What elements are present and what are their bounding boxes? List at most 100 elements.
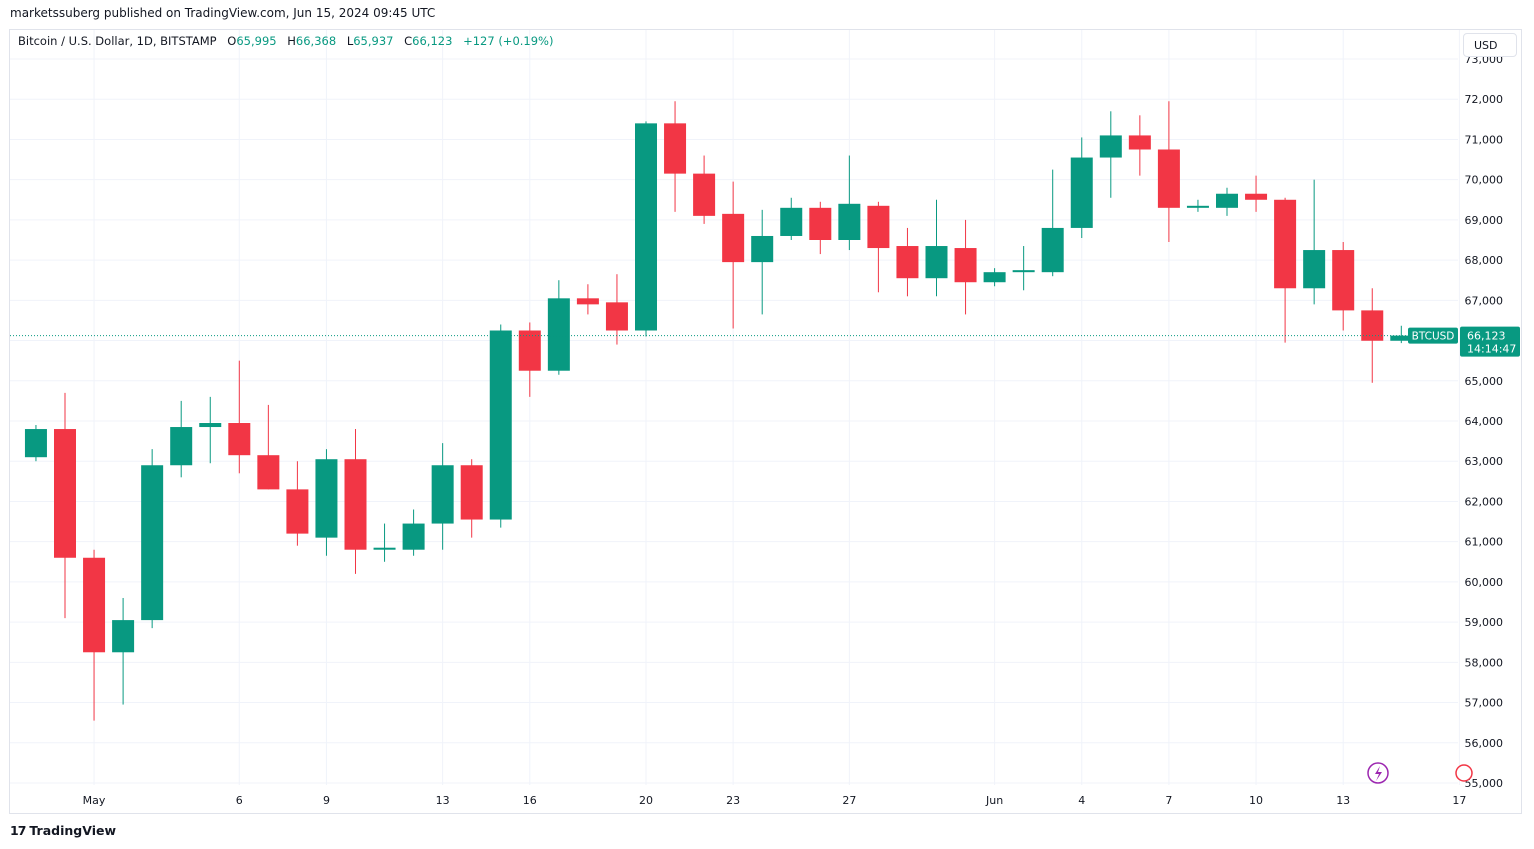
y-tick-label: 55,000 (1465, 777, 1504, 790)
candle-body (170, 427, 193, 466)
price-axis: 55,000 56,000 57,000 58,000 59,000 60,000 61,0… (1465, 53, 1504, 790)
x-tick-label: 9 (323, 794, 330, 807)
candle-body (547, 298, 570, 371)
candle[interactable] (1186, 199, 1209, 212)
candle-body (1390, 335, 1413, 341)
x-tick-label: 20 (639, 794, 653, 807)
candle[interactable] (547, 280, 570, 375)
candle-body (1274, 199, 1297, 289)
candle-body (1012, 270, 1035, 273)
y-tick-label: 59,000 (1465, 616, 1504, 629)
candle-body (402, 523, 425, 550)
x-tick-label: 6 (236, 794, 243, 807)
candle-body (112, 620, 135, 653)
candle-body (1361, 310, 1384, 341)
x-tick-label: 4 (1078, 794, 1085, 807)
candle[interactable] (809, 201, 832, 255)
candle[interactable] (635, 121, 657, 337)
candle[interactable] (576, 284, 599, 315)
x-tick-label: 23 (726, 794, 740, 807)
chart-frame (9, 29, 1522, 814)
candle-body (635, 123, 657, 331)
candle[interactable] (1216, 187, 1238, 216)
candle[interactable] (838, 155, 861, 251)
candle[interactable] (1303, 179, 1326, 305)
candle-body (1245, 193, 1268, 200)
candle-body (896, 246, 919, 279)
candle[interactable] (489, 324, 512, 528)
y-tick-label: 60,000 (1465, 576, 1504, 589)
symbol-tag-label: BTCUSD (1412, 331, 1455, 343)
candle[interactable] (1332, 242, 1355, 331)
x-tick-label: 13 (1336, 794, 1350, 807)
candle[interactable] (1390, 325, 1413, 344)
candle[interactable] (664, 101, 687, 212)
legend-open-label: O (227, 34, 237, 48)
candle[interactable] (1157, 101, 1180, 243)
candle[interactable] (286, 461, 309, 546)
price-tag-countdown: 14:14:47 (1467, 343, 1516, 356)
candle[interactable] (751, 209, 774, 315)
candle[interactable] (954, 219, 977, 315)
legend-change: +127 (+0.19%) (463, 34, 554, 48)
candle-body (693, 173, 716, 216)
candle[interactable] (199, 396, 222, 464)
candle-body (199, 423, 222, 428)
y-tick-label: 68,000 (1465, 254, 1504, 267)
candle[interactable] (228, 360, 251, 474)
candle-body (83, 557, 106, 653)
candle[interactable] (1099, 111, 1122, 198)
candle-body (1157, 149, 1180, 208)
candle[interactable] (896, 227, 919, 297)
x-tick-label: 13 (436, 794, 450, 807)
legend-high-value: 66,368 (295, 34, 337, 48)
tradingview-logo-icon: 17 (10, 823, 26, 838)
candle-body (1303, 250, 1326, 289)
candle[interactable] (24, 425, 47, 462)
candle[interactable] (605, 274, 628, 345)
legend-symbol[interactable]: Bitcoin / U.S. Dollar, 1D, BITSTAMP (18, 34, 217, 48)
candle[interactable] (1070, 137, 1093, 238)
candle-body (838, 203, 861, 240)
y-tick-label: 71,000 (1465, 133, 1504, 146)
candle[interactable] (1245, 175, 1268, 212)
candle[interactable] (315, 449, 338, 556)
candle[interactable] (1128, 115, 1151, 176)
candle[interactable] (722, 181, 745, 329)
candle[interactable] (925, 199, 948, 297)
candle[interactable] (112, 597, 135, 705)
candle[interactable] (983, 268, 1006, 287)
currency-button[interactable]: USD (1463, 33, 1517, 57)
candle-body (722, 213, 745, 263)
candle[interactable] (402, 509, 425, 556)
y-tick-label: 56,000 (1465, 737, 1504, 750)
tradingview-logo[interactable]: 17 TradingView (10, 823, 116, 838)
x-tick-label: 27 (842, 794, 856, 807)
candle[interactable] (693, 155, 716, 224)
candle[interactable] (431, 443, 454, 550)
candle[interactable] (867, 201, 890, 293)
tradingview-brand: TradingView (29, 823, 117, 838)
candle[interactable] (1041, 169, 1064, 277)
candle[interactable] (141, 449, 164, 629)
candle[interactable] (518, 322, 541, 397)
candle[interactable] (460, 459, 483, 538)
candle-body (576, 298, 599, 305)
legend-close-value: 66,123 (412, 34, 453, 48)
candle[interactable] (373, 523, 396, 562)
candle[interactable] (257, 404, 280, 490)
candle[interactable] (83, 549, 106, 721)
candle[interactable] (344, 429, 367, 574)
candle[interactable] (1012, 246, 1035, 291)
candle[interactable] (780, 197, 803, 240)
candle-body (983, 272, 1006, 283)
y-tick-label: 58,000 (1465, 656, 1504, 669)
candle[interactable] (170, 400, 193, 478)
symbol-tag-box (1408, 327, 1458, 344)
event-icon[interactable] (1455, 764, 1473, 782)
candle-body (141, 465, 164, 621)
candle[interactable] (1274, 197, 1297, 343)
candle[interactable] (54, 392, 76, 619)
